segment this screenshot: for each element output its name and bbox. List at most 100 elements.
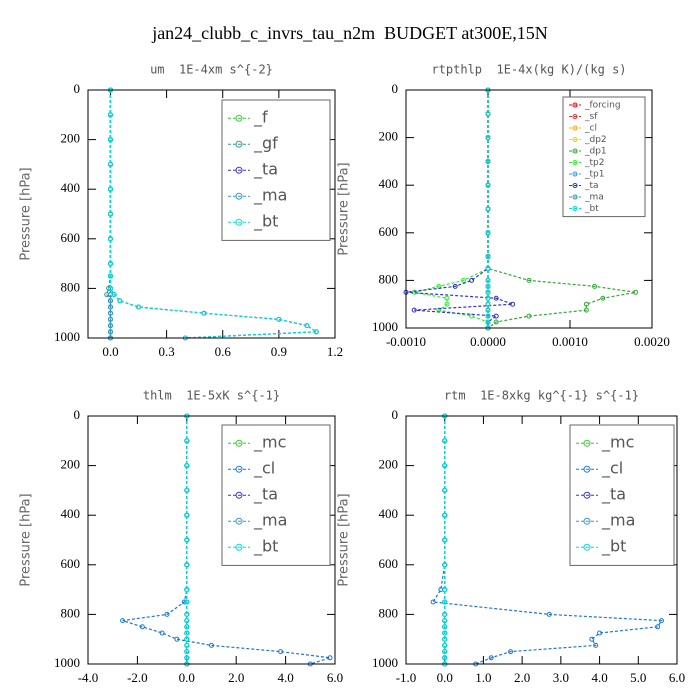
data-point: [442, 537, 448, 543]
legend-marker: [572, 125, 578, 131]
data-point: [278, 649, 284, 655]
legend-label: _bt: [253, 537, 278, 557]
legend-marker: [572, 148, 578, 154]
data-point: [583, 301, 589, 307]
data-point: [184, 655, 190, 661]
x-tick-label: -2.0: [127, 670, 148, 685]
data-point: [442, 587, 448, 593]
legend-marker: [583, 517, 591, 525]
y-tick-label: 0: [74, 407, 81, 422]
data-point: [107, 285, 113, 291]
data-point: [184, 562, 190, 568]
data-point: [442, 599, 448, 605]
legend-marker: [583, 465, 591, 473]
y-tick-label: 400: [61, 506, 81, 521]
plot-frame: [405, 89, 653, 329]
y-tick-label: 200: [61, 457, 81, 472]
plot-frame: [87, 89, 336, 339]
x-tick-label: 0.0: [437, 670, 453, 685]
data-point: [485, 289, 491, 295]
data-point: [117, 298, 123, 304]
data-point: [184, 624, 190, 630]
plot-frame: [405, 415, 678, 665]
legend-label: _gf: [253, 134, 278, 154]
x-tick-label: 6.0: [327, 670, 343, 685]
legend-label: _cl: [253, 459, 275, 479]
x-tick-label: 4.0: [591, 670, 607, 685]
data-point: [655, 624, 661, 630]
data-point: [184, 630, 190, 636]
data-point: [442, 512, 448, 518]
data-point: [139, 624, 145, 630]
data-point: [485, 111, 491, 117]
plot-frame: [87, 415, 336, 665]
legend-label: _f: [253, 108, 268, 128]
data-point: [442, 624, 448, 630]
x-tick-label: 6.0: [669, 670, 685, 685]
data-point: [485, 266, 491, 271]
legend-label: _ta: [601, 485, 626, 505]
data-point: [107, 211, 113, 217]
y-tick-label: 200: [379, 129, 399, 144]
data-point: [442, 630, 448, 636]
data-point: [442, 562, 448, 568]
legend-label: _ma: [253, 186, 287, 206]
x-tick-label: 0.0: [102, 344, 118, 359]
legend-label: _bt: [253, 212, 278, 232]
data-point: [600, 295, 606, 301]
y-tick-label: 600: [379, 224, 399, 239]
data-point: [442, 463, 448, 469]
data-point: [120, 618, 126, 624]
y-tick-label: 800: [379, 605, 399, 620]
x-tick-label: 1.0: [475, 670, 491, 685]
y-tick-label: 600: [61, 556, 81, 571]
legend-label: _cl: [601, 459, 623, 479]
data-point: [442, 655, 448, 661]
y-tick-label: 400: [61, 180, 81, 195]
data-point: [485, 182, 491, 188]
y-tick-label: 200: [61, 131, 81, 146]
data-point: [442, 649, 448, 655]
data-point: [201, 310, 207, 316]
data-point: [184, 618, 190, 624]
data-point: [485, 206, 491, 212]
legend-label: _ma: [601, 511, 635, 531]
data-point: [184, 649, 190, 655]
data-point: [485, 158, 491, 164]
legend-marker: [583, 543, 591, 551]
legend-marker: [572, 114, 578, 120]
data-point: [184, 611, 190, 617]
legend-marker: [583, 439, 591, 447]
x-tick-label: 0.0: [179, 670, 195, 685]
data-point: [107, 161, 113, 167]
x-tick-label: 0.0010: [552, 334, 588, 349]
subplot-title: thlm 1E-5xK s^{-1}: [143, 389, 280, 403]
legend-marker: [572, 137, 578, 143]
data-point: [184, 599, 190, 605]
legend-marker: [583, 491, 591, 499]
data-point: [107, 310, 113, 316]
legend-label: _tp2: [584, 158, 604, 168]
data-point: [442, 636, 448, 642]
data-point: [184, 587, 190, 593]
x-tick-label: 2.0: [514, 670, 530, 685]
y-tick-label: 400: [379, 506, 399, 521]
subplot-title: rtm 1E-8xkg kg^{-1} s^{-1}: [444, 389, 639, 403]
data-point: [444, 295, 450, 301]
y-tick-label: 600: [379, 556, 399, 571]
data-point: [593, 642, 599, 648]
x-tick-label: -1.0: [396, 670, 417, 685]
legend-marker: [235, 192, 243, 200]
x-tick-label: 0.9: [271, 344, 287, 359]
legend-label: _bt: [584, 204, 599, 214]
data-point: [174, 636, 180, 642]
legend-label: _forcing: [584, 101, 621, 111]
data-point: [184, 463, 190, 469]
legend-label: _mc: [601, 433, 634, 453]
data-point: [526, 313, 532, 319]
legend-marker: [235, 166, 243, 174]
legend-label: _ma: [253, 511, 287, 531]
data-point: [485, 307, 491, 313]
data-point: [659, 618, 665, 624]
legend-label: _sf: [584, 112, 598, 122]
